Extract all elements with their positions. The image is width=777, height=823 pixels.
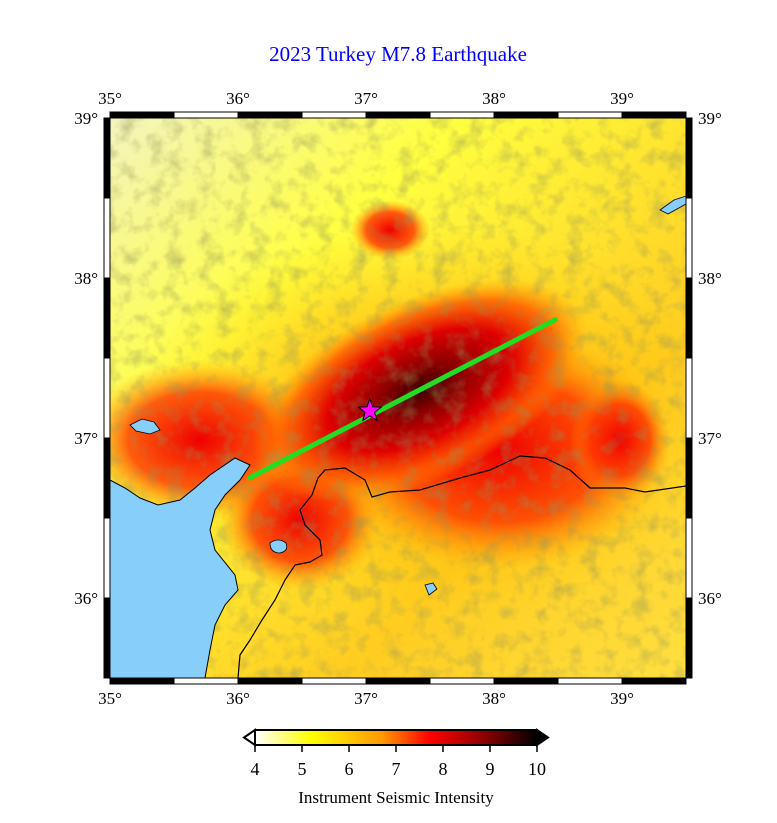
frame-segment xyxy=(493,677,559,685)
frame-segment xyxy=(109,111,175,119)
longitude-label: 37° xyxy=(354,89,378,108)
frame-segment xyxy=(103,437,111,519)
colorbar-tick-label: 10 xyxy=(528,759,546,779)
latitude-label: 36° xyxy=(698,589,722,608)
longitude-label: 38° xyxy=(482,689,506,708)
frame-segment xyxy=(557,677,623,685)
frame-segment xyxy=(621,677,687,685)
latitude-label: 39° xyxy=(74,109,98,128)
frame-segment xyxy=(685,197,693,279)
colorbar-tick-label: 5 xyxy=(298,759,307,779)
frame-segment xyxy=(237,111,303,119)
frame-segment xyxy=(103,597,111,679)
frame-segment xyxy=(173,111,239,119)
latitude-label: 39° xyxy=(698,109,722,128)
longitude-label: 36° xyxy=(226,689,250,708)
colorbar-tick-label: 8 xyxy=(439,759,448,779)
frame-segment xyxy=(621,111,687,119)
epicenter-star-icon xyxy=(357,397,383,422)
fault-rupture-line xyxy=(247,317,558,481)
country-border xyxy=(237,455,686,678)
map-title: 2023 Turkey M7.8 Earthquake xyxy=(269,42,527,66)
frame-segment xyxy=(685,357,693,439)
frame-segment xyxy=(301,111,367,119)
colorbar-tick-label: 9 xyxy=(486,759,495,779)
frame-segment xyxy=(365,111,431,119)
colorbar-scale xyxy=(254,729,538,746)
map-area xyxy=(110,118,686,678)
longitude-label: 39° xyxy=(610,689,634,708)
frame-segment xyxy=(103,197,111,279)
latitude-label: 37° xyxy=(74,429,98,448)
frame-segment xyxy=(429,677,495,685)
latitude-label: 38° xyxy=(74,269,98,288)
lake xyxy=(129,418,161,435)
latitude-label: 38° xyxy=(698,269,722,288)
longitude-label: 39° xyxy=(610,89,634,108)
frame-segment xyxy=(103,277,111,359)
lake xyxy=(269,539,288,554)
longitude-label: 37° xyxy=(354,689,378,708)
frame-segment xyxy=(365,677,431,685)
colorbar-tick-label: 4 xyxy=(251,759,260,779)
frame-segment xyxy=(301,677,367,685)
colorbar-label: Instrument Seismic Intensity xyxy=(298,788,494,807)
colorbar: 4 5 6 7 8 9 10 Instrument Seismic Intensity xyxy=(242,728,550,807)
longitude-label: 35° xyxy=(98,89,122,108)
frame-segment xyxy=(237,677,303,685)
frame-segment xyxy=(557,111,623,119)
frame-segment xyxy=(685,517,693,599)
colorbar-tick-label: 7 xyxy=(392,759,401,779)
latitude-label: 37° xyxy=(698,429,722,448)
colorbar-high-triangle xyxy=(536,728,550,747)
frame-segment xyxy=(685,437,693,519)
frame-segment xyxy=(493,111,559,119)
frame-segment xyxy=(685,117,693,199)
map-frame xyxy=(103,111,693,685)
lake xyxy=(424,582,438,596)
frame-segment xyxy=(685,597,693,679)
frame-segment xyxy=(109,677,175,685)
frame-segment xyxy=(685,277,693,359)
longitude-label: 36° xyxy=(226,89,250,108)
frame-segment xyxy=(103,517,111,599)
colorbar-tick-label: 6 xyxy=(345,759,354,779)
sea xyxy=(110,457,251,678)
colorbar-low-triangle xyxy=(242,728,256,747)
frame-segment xyxy=(429,111,495,119)
longitude-label: 38° xyxy=(482,89,506,108)
longitude-label: 35° xyxy=(98,689,122,708)
latitude-label: 36° xyxy=(74,589,98,608)
frame-segment xyxy=(103,117,111,199)
lake xyxy=(659,195,686,215)
frame-segment xyxy=(103,357,111,439)
axis-labels: 35° 35° 36° 36° 37° 37° 38° 38° 39° 39° 36° 36° 37° 3… xyxy=(74,89,722,708)
frame-segment xyxy=(173,677,239,685)
